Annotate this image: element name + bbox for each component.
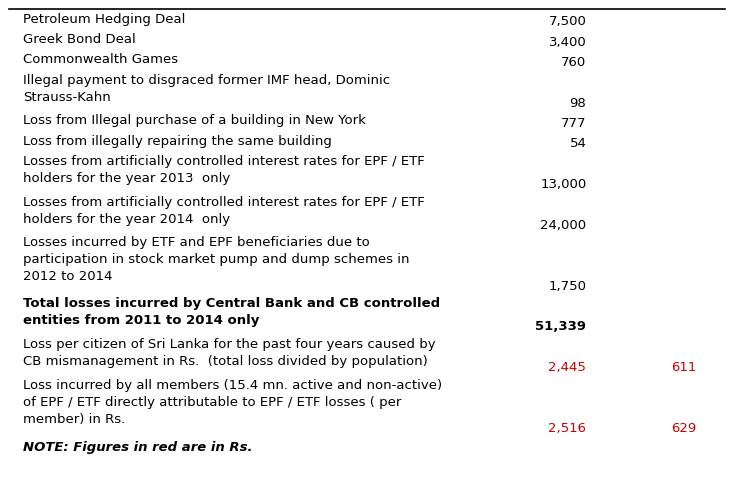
Text: 54: 54 (570, 138, 586, 150)
Text: Losses incurred by ETF and EPF beneficiaries due to
participation in stock marke: Losses incurred by ETF and EPF beneficia… (23, 236, 410, 284)
Text: 24,000: 24,000 (540, 219, 586, 232)
Text: Loss incurred by all members (15.4 mn. active and non-active)
of EPF / ETF direc: Loss incurred by all members (15.4 mn. a… (23, 379, 443, 426)
Text: 2,516: 2,516 (548, 422, 586, 435)
Text: 2,445: 2,445 (548, 361, 586, 374)
Text: Loss from illegally repairing the same building: Loss from illegally repairing the same b… (23, 135, 333, 148)
Text: 611: 611 (671, 361, 696, 374)
Text: Total losses incurred by Central Bank and CB controlled
entities from 2011 to 20: Total losses incurred by Central Bank an… (23, 298, 440, 327)
Text: 777: 777 (561, 117, 586, 130)
Text: Commonwealth Games: Commonwealth Games (23, 54, 178, 67)
Text: 51,339: 51,339 (535, 320, 586, 333)
Text: 760: 760 (561, 56, 586, 69)
Text: 1,750: 1,750 (548, 280, 586, 293)
Text: Loss per citizen of Sri Lanka for the past four years caused by
CB mismanagement: Loss per citizen of Sri Lanka for the pa… (23, 338, 436, 368)
Text: Petroleum Hedging Deal: Petroleum Hedging Deal (23, 13, 186, 26)
Text: NOTE: Figures in red are in Rs.: NOTE: Figures in red are in Rs. (23, 441, 252, 455)
Text: 7,500: 7,500 (548, 15, 586, 28)
Text: Losses from artificially controlled interest rates for EPF / ETF
holders for the: Losses from artificially controlled inte… (23, 196, 425, 226)
Text: Loss from Illegal purchase of a building in New York: Loss from Illegal purchase of a building… (23, 114, 366, 128)
Text: 629: 629 (671, 422, 696, 435)
Text: Greek Bond Deal: Greek Bond Deal (23, 33, 136, 46)
Text: 98: 98 (570, 97, 586, 110)
Text: 13,000: 13,000 (540, 178, 586, 191)
Text: Losses from artificially controlled interest rates for EPF / ETF
holders for the: Losses from artificially controlled inte… (23, 155, 425, 185)
Text: Illegal payment to disgraced former IMF head, Dominic
Strauss-Kahn: Illegal payment to disgraced former IMF … (23, 74, 390, 104)
Text: 3,400: 3,400 (548, 36, 586, 49)
